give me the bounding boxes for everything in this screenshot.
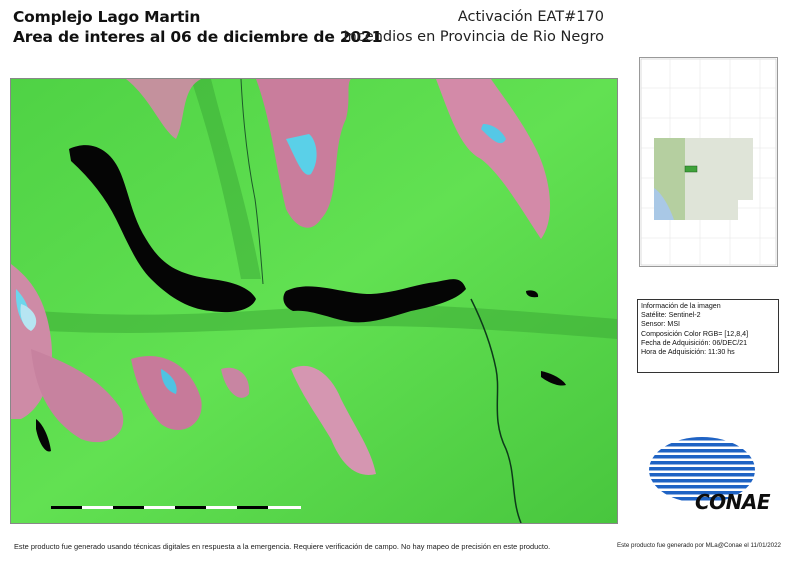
locator-map[interactable] bbox=[639, 57, 778, 267]
satellite-map[interactable] bbox=[10, 78, 618, 524]
info-acq-time: Hora de Adquisición: 11:30 hs bbox=[641, 348, 735, 357]
footer-disclaimer: Este producto fue generado usando técnic… bbox=[14, 542, 551, 551]
activation-block: Activación EAT#170 Incendios en Provinci… bbox=[343, 7, 604, 47]
scale-bar bbox=[51, 506, 301, 509]
info-heading: Información de la imagen bbox=[641, 302, 721, 310]
conae-logo: CONAE bbox=[648, 432, 772, 514]
info-acq-date: Fecha de Adquisición: 06/DEC/21 bbox=[641, 338, 748, 347]
info-sensor: Sensor: MSI bbox=[641, 320, 681, 329]
conae-logo-graphic bbox=[649, 437, 755, 503]
info-composition: Composición Color RGB= [12,8,4] bbox=[641, 329, 749, 338]
info-satellite: Satélite: Sentinel-2 bbox=[641, 311, 701, 320]
image-info-box: Información de la imagen Satélite: Senti… bbox=[637, 299, 779, 373]
activation-code: Activación EAT#170 bbox=[457, 9, 604, 25]
conae-logo-text: CONAE bbox=[694, 490, 771, 514]
title-block: Complejo Lago Martin Area de interes al … bbox=[13, 7, 382, 47]
map-title: Complejo Lago Martin bbox=[13, 8, 201, 26]
footer-credit: Este producto fue generado por MLa@Conae… bbox=[616, 542, 781, 549]
locator-map-graphic bbox=[640, 58, 777, 266]
map-image bbox=[11, 79, 617, 523]
map-subtitle-date: Area de interes al 06 de diciembre de 20… bbox=[13, 28, 383, 46]
event-description: Incendios en Provincia de Rio Negro bbox=[343, 29, 604, 45]
